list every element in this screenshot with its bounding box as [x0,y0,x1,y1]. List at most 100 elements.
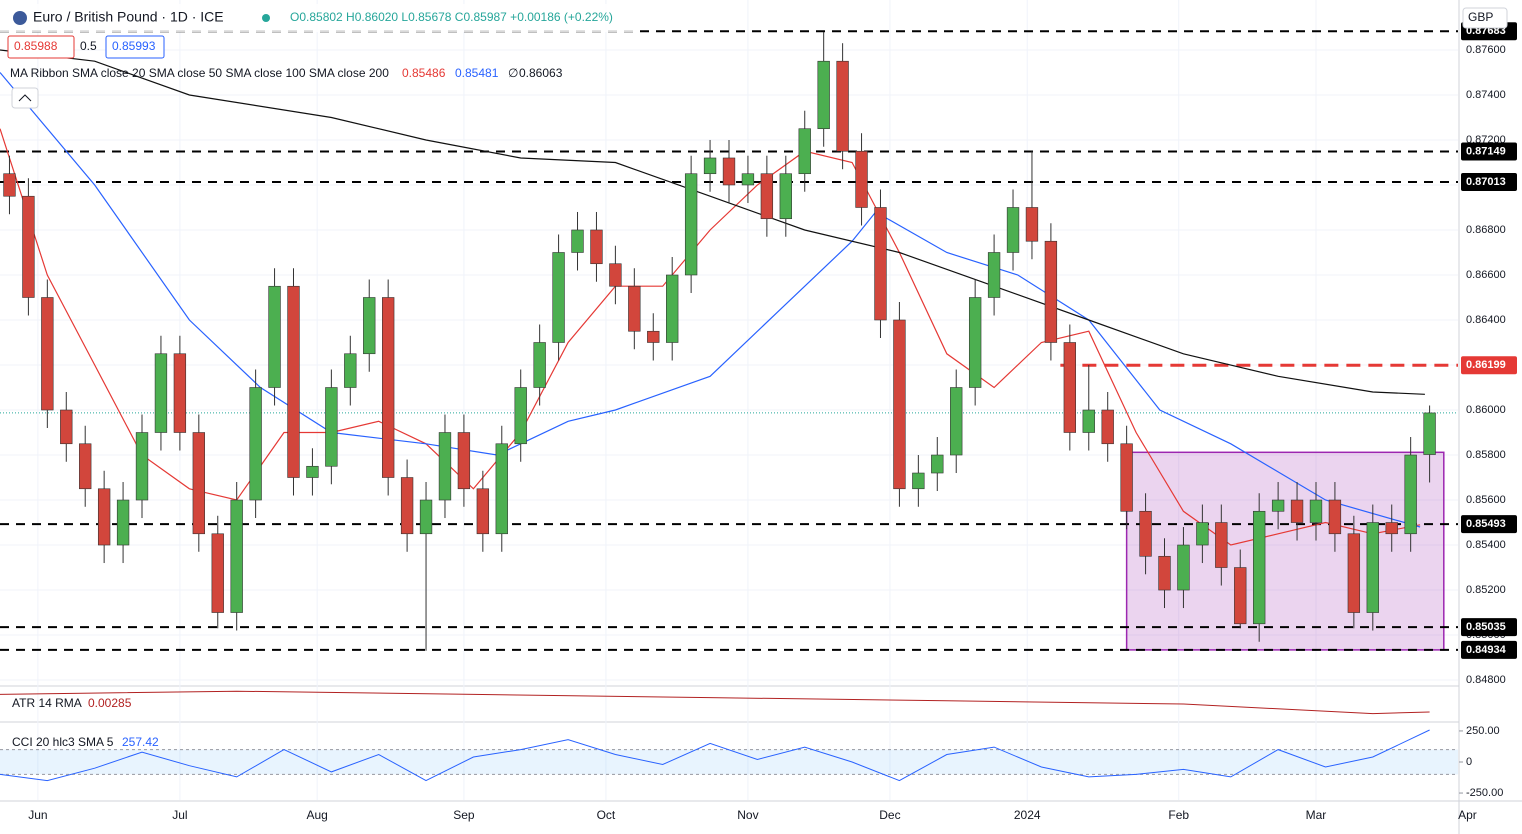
candle-body [1423,412,1436,455]
candle-body [1177,544,1190,591]
currency[interactable]: GBP [1468,10,1493,24]
sell-price[interactable]: 0.85988 [14,39,58,53]
x-tick-label: Mar [1306,808,1327,822]
atr-value: 0.00285 [88,696,132,710]
level-tag [1461,618,1517,637]
x-tick-label: Apr [1458,808,1477,822]
cci-tick-label: 250.00 [1466,725,1500,737]
legend-value: 0.85486 [402,66,446,80]
cci-line [0,729,1430,782]
candle-body [987,252,1001,298]
candle-body [931,454,944,474]
candle-body [1385,522,1398,535]
ribbon-label: MA Ribbon SMA close 20 SMA close 50 SMA … [10,66,389,80]
candle-body [1290,499,1304,523]
x-tick-label: Oct [597,808,616,822]
header: Euro / British Pound · 1D · ICE O0.85802… [0,4,1508,749]
level-label: 0.85493 [1466,518,1506,530]
candle-body [1215,522,1228,568]
candle-body [211,533,224,613]
candle-body [968,297,982,388]
buy-price[interactable]: 0.85993 [112,39,156,53]
y-tick-label: 0.84800 [1466,674,1506,686]
symbol-icon [13,11,27,25]
currency-button[interactable] [1462,7,1508,29]
candle-body [836,60,849,152]
atr-label: ATR 14 RMA [12,696,82,710]
cci-band [0,749,1458,775]
candle-body [287,285,300,478]
ohlc: O0.85802 H0.86020 L0.85678 C0.85987 +0.0… [290,10,613,24]
candle-body [495,443,508,535]
candle-body [79,443,92,490]
candle-body [306,465,319,478]
x-tick-label: Aug [306,808,327,822]
candle-body [1196,522,1209,546]
y-tick-label: 0.85200 [1466,584,1506,596]
candle-body [1006,207,1020,253]
candle-body [1347,533,1361,613]
candle-body [268,285,281,388]
ma-line [0,72,1421,528]
atr-line [0,690,1430,715]
legend-value: 0.85481 [455,66,499,80]
candle-body [798,128,811,175]
collapse-button[interactable] [11,87,39,109]
candle-body [1063,342,1077,433]
cci-value: 257.42 [122,735,159,749]
candle-body [779,173,792,220]
candle-body [1139,510,1152,557]
header-bg [0,4,640,32]
candle-body [116,499,130,546]
candle-body [60,409,73,445]
candle-body [950,387,963,456]
candle-body [154,353,168,433]
level-label: 0.87149 [1466,145,1506,157]
candle-body [609,263,622,287]
candle-body [135,432,149,501]
level-label: 0.87013 [1466,176,1506,188]
level-tag [1461,515,1517,534]
level-tag [1461,640,1517,659]
buy-box[interactable] [105,35,165,59]
x-tick-label: Sep [453,808,475,822]
candle-body [912,472,925,490]
y-tick-label: 0.87600 [1466,44,1506,56]
candle-body [1158,555,1171,591]
candle-body [855,150,868,208]
cci-tick-label: 0 [1466,756,1472,768]
y-tick-label: 0.86000 [1466,404,1506,416]
candle-body [419,499,433,535]
sell-box[interactable] [7,35,75,59]
candle-body [533,342,546,388]
candle-body [363,297,376,355]
level-label: 0.87683 [1466,25,1506,37]
candle-body [647,330,660,343]
candle-body [41,297,54,411]
candle-body [1044,240,1058,343]
candle-body [381,297,395,478]
y-tick-label: 0.85600 [1466,494,1506,506]
y-tick-label: 0.86400 [1466,314,1506,326]
candle-body [1328,499,1342,535]
candle-body [173,353,187,433]
spread: 0.5 [80,39,97,53]
candle-body [874,207,887,321]
candle-body [741,173,755,186]
level-label: 0.84934 [1466,644,1507,656]
candle-body [590,229,603,265]
cci-tick-label: -250.00 [1466,787,1503,799]
candle-body [684,173,698,276]
collapse-icon [18,94,32,102]
y-tick-label: 0.86800 [1466,224,1506,236]
candle-body [457,432,471,490]
candle-body [249,387,262,501]
legend-value: ∅ [508,66,518,80]
candle-body [230,499,243,613]
level-tag [1461,142,1517,161]
candle-body [1101,409,1114,445]
candle-body [344,353,357,388]
candle-body [893,319,906,490]
